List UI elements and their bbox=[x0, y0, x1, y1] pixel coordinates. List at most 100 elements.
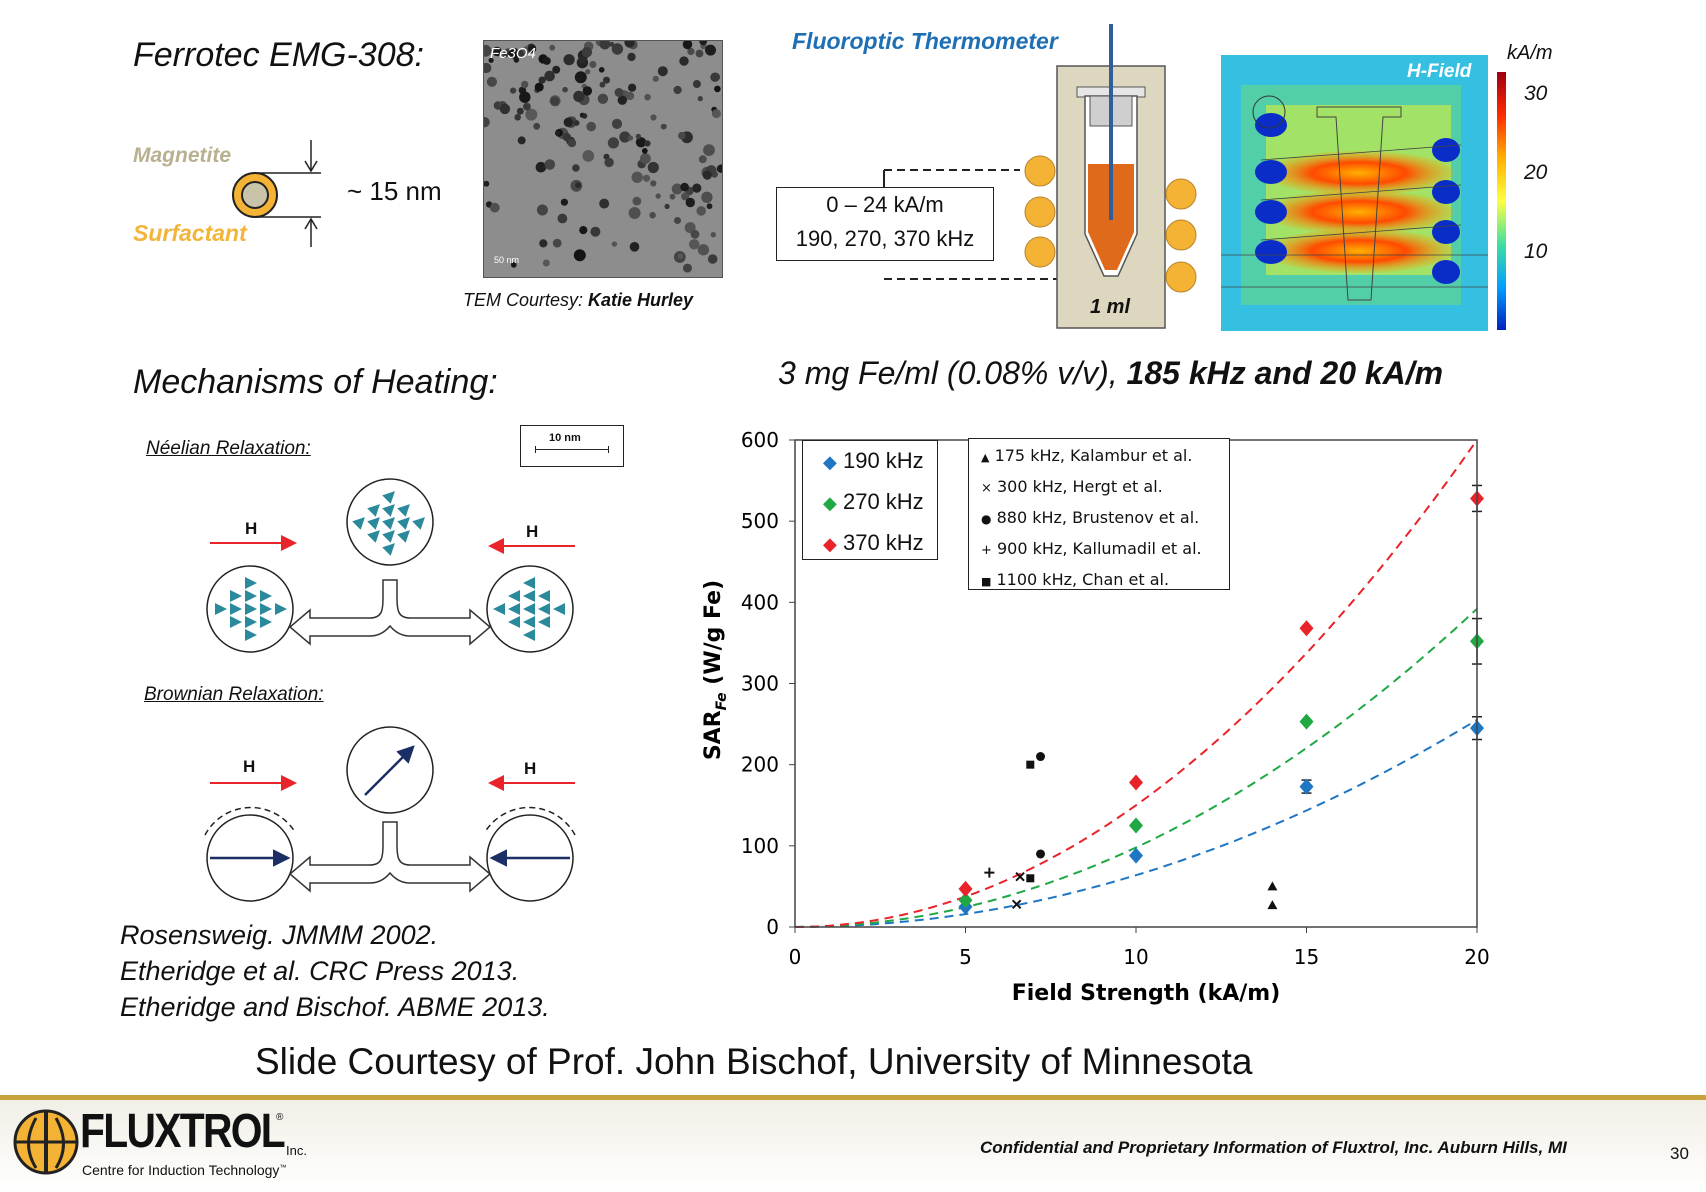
lit-legend-0: ▲ 175 kHz, Kalambur et al. bbox=[981, 441, 1229, 472]
nanoparticle bbox=[617, 95, 627, 105]
nanoparticle bbox=[603, 76, 610, 84]
nanoparticle bbox=[611, 241, 618, 247]
y-tick-label: 200 bbox=[741, 753, 779, 777]
x-tick-label: 20 bbox=[1464, 945, 1489, 969]
nanoparticle bbox=[714, 85, 721, 93]
legend-190: ◆ 190 kHz bbox=[823, 441, 937, 482]
nanoparticle bbox=[579, 226, 588, 235]
y-tick-label: 300 bbox=[741, 672, 779, 696]
logo-tagline-text: Centre for Induction Technology bbox=[82, 1162, 280, 1178]
nanoparticle bbox=[673, 85, 682, 95]
nanoparticle bbox=[641, 148, 648, 154]
legend-270: ◆ 270 kHz bbox=[823, 482, 937, 523]
nanoparticle bbox=[573, 120, 580, 126]
nanoparticle bbox=[597, 93, 609, 104]
moment-arrow bbox=[367, 517, 380, 530]
nanoparticle bbox=[685, 197, 695, 208]
nanoparticle bbox=[484, 44, 492, 57]
logo-registered: ® bbox=[276, 1112, 284, 1123]
nanoparticle bbox=[581, 47, 593, 58]
frequency-legend: ◆ 190 kHz ◆ 270 kHz ◆ 370 kHz bbox=[802, 440, 938, 560]
nanoparticle bbox=[644, 140, 651, 147]
nanoparticle bbox=[484, 62, 492, 74]
legend-370: ◆ 370 kHz bbox=[823, 523, 937, 564]
lit-legend-0-label: 175 kHz, Kalambur et al. bbox=[994, 446, 1193, 465]
brownian-label: Brownian Relaxation: bbox=[144, 684, 324, 705]
nanoparticle bbox=[647, 161, 659, 174]
data-point-1 bbox=[958, 892, 973, 909]
tem-credit-name: Katie Hurley bbox=[588, 290, 694, 310]
diamond-icon: ◆ bbox=[823, 493, 837, 513]
nanoparticle bbox=[660, 123, 667, 130]
fluxtrol-logo-icon bbox=[13, 1109, 79, 1175]
mechanisms-title: Mechanisms of Heating: bbox=[133, 363, 498, 401]
moment-arrow bbox=[367, 504, 380, 517]
fit-line-2 bbox=[794, 439, 1478, 928]
diamond-icon: ◆ bbox=[823, 534, 837, 554]
legend-370-label: 370 kHz bbox=[842, 530, 924, 555]
nanoparticle bbox=[567, 138, 577, 148]
circle-marker-icon: ● bbox=[981, 512, 992, 526]
x-tick-label: 5 bbox=[959, 945, 972, 969]
colorbar-tick-10: 10 bbox=[1524, 240, 1548, 263]
confidential-notice: Confidential and Proprietary Information… bbox=[980, 1138, 1567, 1157]
nanoparticle bbox=[544, 159, 556, 170]
lit-legend-4-label: 1100 kHz, Chan et al. bbox=[996, 570, 1170, 589]
nanoparticle bbox=[632, 196, 642, 206]
nanoparticle bbox=[516, 107, 524, 115]
nanoparticle bbox=[562, 86, 568, 93]
nanoparticle bbox=[573, 90, 585, 102]
nanoparticle bbox=[544, 70, 555, 82]
lit-point-3 bbox=[984, 867, 995, 878]
nanoparticle bbox=[684, 222, 696, 234]
nanoparticle bbox=[525, 108, 538, 121]
nanoparticle bbox=[563, 54, 575, 66]
nanoparticle bbox=[552, 65, 561, 74]
size-label: ~ 15 nm bbox=[347, 176, 442, 206]
lit-legend-1: × 300 kHz, Hergt et al. bbox=[981, 472, 1229, 503]
nanoparticle bbox=[514, 114, 521, 121]
logo-tagline: Centre for Induction Technology™ bbox=[82, 1162, 286, 1178]
nanoparticle bbox=[702, 170, 712, 180]
nanoparticle bbox=[681, 192, 690, 201]
nanoparticle bbox=[578, 56, 586, 64]
nanoparticle bbox=[652, 75, 659, 82]
reference-3: Etheridge and Bischof. ABME 2013. bbox=[120, 992, 550, 1022]
nanoparticle bbox=[611, 118, 623, 129]
nanoparticle bbox=[635, 137, 647, 148]
tem-scale: 50 nm bbox=[494, 255, 520, 265]
legend-190-label: 190 kHz bbox=[842, 448, 924, 473]
logo-tm: ™ bbox=[279, 1164, 287, 1172]
nanoparticle bbox=[649, 212, 656, 219]
nanoparticle bbox=[539, 239, 548, 248]
logo-inc: Inc. bbox=[286, 1143, 307, 1158]
lit-point-2 bbox=[1036, 849, 1046, 859]
nanoparticle bbox=[631, 171, 643, 183]
nanoparticle bbox=[671, 183, 683, 195]
field-params-box: 0 – 24 kA/m 190, 270, 370 kHz bbox=[776, 187, 994, 261]
nanoparticle bbox=[692, 183, 702, 193]
hfield-title: H-Field bbox=[1407, 61, 1472, 82]
neel-h-left: H bbox=[245, 519, 258, 538]
nanoparticle bbox=[527, 44, 537, 53]
nanoparticle bbox=[538, 76, 546, 84]
moment-arrow bbox=[382, 530, 395, 543]
nanoparticle bbox=[484, 117, 490, 128]
nanoparticle bbox=[650, 114, 657, 121]
lit-legend-3-label: 900 kHz, Kallumadil et al. bbox=[997, 539, 1202, 558]
nanoparticle bbox=[628, 83, 637, 92]
moment-arrow bbox=[382, 517, 395, 530]
nanoparticle bbox=[687, 47, 695, 56]
field-range: 0 – 24 kA/m bbox=[826, 192, 944, 217]
colorbar bbox=[1497, 72, 1506, 330]
nanoparticle bbox=[677, 253, 684, 259]
tem-image: Fe3O4 50 nm bbox=[483, 40, 723, 278]
lit-point-2 bbox=[1036, 752, 1046, 762]
frequencies: 190, 270, 370 kHz bbox=[795, 226, 975, 251]
nanoparticle bbox=[535, 161, 547, 173]
nanoparticle bbox=[611, 43, 624, 55]
reference-2: Etheridge et al. CRC Press 2013. bbox=[120, 956, 520, 986]
nanoparticle bbox=[674, 217, 681, 224]
data-point-2 bbox=[958, 880, 973, 897]
nanoparticle bbox=[542, 259, 550, 267]
